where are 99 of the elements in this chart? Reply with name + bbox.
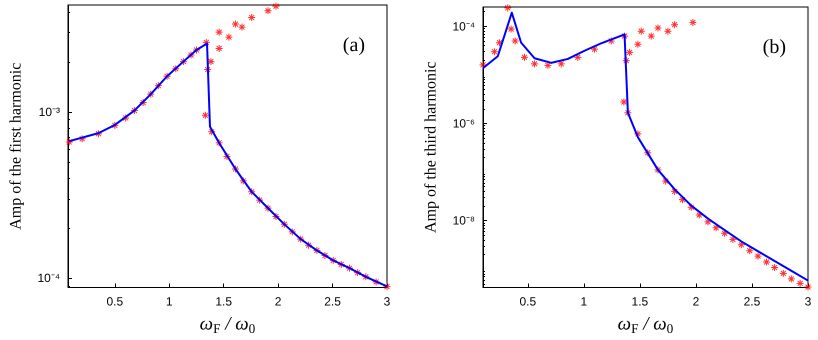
point [637, 27, 646, 36]
x-tick-label: 2.5 [744, 294, 761, 308]
point [312, 246, 321, 254]
x-tick-label: 1 [166, 294, 173, 308]
point [804, 283, 812, 292]
point [304, 241, 313, 250]
x-tick-label: 1.5 [215, 294, 232, 308]
y-tick-label: 10⁻³ [38, 104, 60, 119]
point [354, 268, 362, 277]
point [607, 36, 616, 45]
point [78, 134, 86, 143]
y-tick-label: 10⁻⁴ [37, 271, 60, 286]
point [796, 279, 804, 288]
point [248, 188, 256, 196]
point [670, 20, 679, 29]
point [272, 2, 280, 10]
point [146, 90, 155, 98]
point [192, 46, 200, 54]
point [264, 6, 272, 15]
point [280, 220, 288, 228]
point [662, 177, 670, 186]
point [787, 274, 796, 283]
point [163, 72, 172, 80]
point [634, 130, 642, 138]
x-tick-label: 2.5 [324, 294, 342, 308]
point [110, 121, 119, 130]
x-tick-label: 0.5 [519, 294, 536, 308]
point [479, 60, 487, 69]
point [654, 24, 662, 32]
point [264, 204, 272, 212]
point [664, 27, 672, 36]
point [238, 23, 246, 32]
point [770, 264, 779, 272]
point [208, 128, 216, 136]
point [172, 64, 180, 73]
point [202, 38, 210, 46]
point [65, 138, 74, 146]
y-axis-title: Amp of the first harmonic [8, 62, 24, 230]
point [687, 203, 696, 212]
point [222, 152, 231, 160]
point [504, 4, 512, 12]
x-tick-label: 3 [804, 294, 812, 308]
point [239, 176, 248, 185]
point [272, 212, 280, 221]
point [754, 252, 762, 260]
y-tick-label: 10⁻⁸ [452, 214, 475, 228]
point [139, 98, 148, 107]
point [670, 187, 679, 196]
point [779, 269, 788, 278]
point [231, 20, 240, 28]
point [695, 211, 704, 220]
point [530, 60, 539, 68]
point [130, 106, 138, 115]
point [256, 196, 264, 204]
point [590, 45, 599, 54]
point [329, 256, 338, 264]
point [320, 251, 329, 260]
point [688, 18, 697, 26]
point [383, 282, 391, 291]
y-tick-label: 10⁻⁴ [452, 19, 475, 34]
x-tick-label: 1.5 [632, 294, 649, 308]
point [507, 25, 516, 34]
x-tick-label: 1 [580, 294, 588, 308]
x-tick-label: 2 [274, 294, 282, 308]
point [154, 82, 162, 90]
point [678, 196, 686, 204]
point [490, 48, 498, 56]
point [215, 138, 224, 147]
x-tick-label: 2 [692, 294, 700, 308]
point [520, 53, 528, 62]
y-axis-title: Amp of the third harmonic [422, 61, 440, 233]
y-tick-label: 10⁻⁶ [452, 116, 476, 130]
point [224, 33, 233, 42]
point [187, 51, 196, 60]
point [337, 260, 346, 268]
point [215, 44, 224, 52]
annotation: (b) [762, 36, 786, 58]
point [654, 166, 662, 174]
point [179, 58, 188, 66]
point [288, 228, 296, 236]
annotation: (a) [342, 34, 366, 56]
line-series [482, 12, 809, 282]
point [372, 278, 380, 286]
point [634, 40, 642, 48]
point [231, 164, 240, 173]
point [201, 111, 210, 120]
point [122, 114, 130, 122]
point [511, 36, 520, 45]
point [647, 32, 656, 40]
point [644, 148, 652, 157]
point [296, 235, 305, 244]
x-tick-label: 0.5 [106, 294, 124, 308]
point [362, 272, 370, 281]
point [746, 246, 754, 255]
point [762, 258, 771, 266]
point [248, 14, 256, 22]
point [215, 28, 224, 36]
x-tick-label: 3 [384, 294, 391, 308]
point [346, 264, 354, 272]
